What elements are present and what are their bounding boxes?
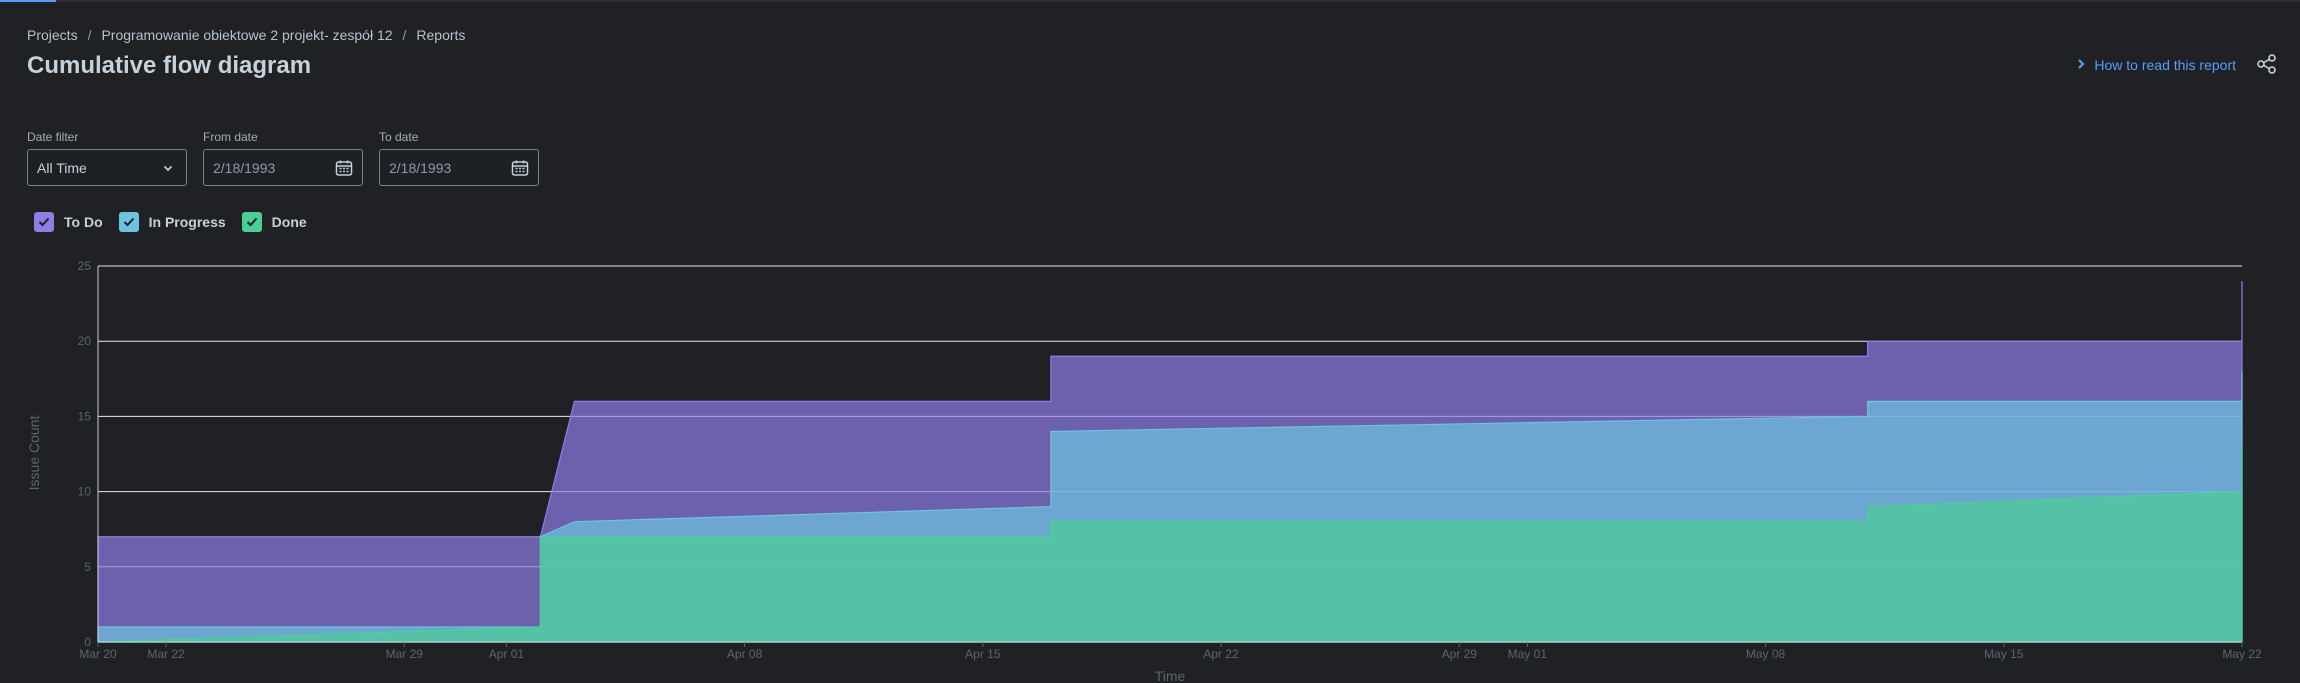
breadcrumb-separator: / [403,27,407,43]
x-tick-label: Apr 22 [1203,647,1239,661]
from-date-input[interactable]: 2/18/1993 [203,149,363,186]
x-axis-title: Time [1155,668,1186,683]
y-tick-label: 10 [78,485,92,499]
date-filter-label: Date filter [27,130,187,144]
from-date-label: From date [203,130,363,144]
checkbox-checked-icon[interactable] [119,212,139,232]
x-tick-label: Mar 29 [386,647,424,661]
x-tick-label: Apr 29 [1442,647,1478,661]
page-title: Cumulative flow diagram [27,52,311,80]
breadcrumb-separator: / [88,27,92,43]
x-tick-label: May 08 [1746,647,1786,661]
how-to-read-label: How to read this report [2094,57,2236,73]
x-tick-label: May 22 [2222,647,2262,661]
y-axis-title: Issue Count [26,416,42,491]
legend-in-progress-label: In Progress [149,214,226,230]
share-icon [2256,53,2278,80]
chevron-right-icon [2076,57,2086,73]
legend-todo-label: To Do [64,214,103,230]
date-filter-value: All Time [37,160,87,176]
legend-done[interactable]: Done [242,212,307,232]
checkbox-checked-icon[interactable] [34,212,54,232]
legend-done-label: Done [272,214,307,230]
x-tick-label: Apr 15 [965,647,1001,661]
to-date-label: To date [379,130,539,144]
legend-todo[interactable]: To Do [34,212,103,232]
x-tick-label: Mar 20 [79,647,117,661]
y-tick-label: 5 [84,560,91,574]
how-to-read-link[interactable]: How to read this report [2076,57,2236,73]
to-date-group: To date 2/18/1993 [379,130,539,186]
breadcrumb-reports[interactable]: Reports [416,27,465,43]
area-layer [98,281,2242,642]
breadcrumb: Projects / Programowanie obiektowe 2 pro… [27,27,465,43]
y-tick-label: 15 [78,409,92,423]
breadcrumb-project[interactable]: Programowanie obiektowe 2 projekt- zespó… [101,27,392,43]
chart-legend: To Do In Progress Done [34,212,307,232]
to-date-value: 2/18/1993 [389,160,451,176]
date-filter-select[interactable]: All Time [27,149,187,186]
calendar-icon[interactable] [511,159,529,177]
top-border [0,0,2300,2]
from-date-value: 2/18/1993 [213,160,275,176]
y-tick-label: 20 [78,334,92,348]
legend-in-progress[interactable]: In Progress [119,212,226,232]
from-date-group: From date 2/18/1993 [203,130,363,186]
date-filter-group: Date filter All Time [27,130,187,186]
x-tick-label: Apr 08 [727,647,763,661]
to-date-input[interactable]: 2/18/1993 [379,149,539,186]
share-button[interactable] [2254,53,2280,79]
calendar-icon[interactable] [335,159,353,177]
y-tick-label: 25 [78,259,92,273]
chevron-down-icon [159,159,177,177]
x-tick-label: May 15 [1984,647,2024,661]
breadcrumb-projects[interactable]: Projects [27,27,78,43]
x-tick-label: Mar 22 [147,647,185,661]
loading-accent [0,0,56,2]
x-tick-label: Apr 01 [489,647,525,661]
checkbox-checked-icon[interactable] [242,212,262,232]
x-tick-label: May 01 [1508,647,1548,661]
